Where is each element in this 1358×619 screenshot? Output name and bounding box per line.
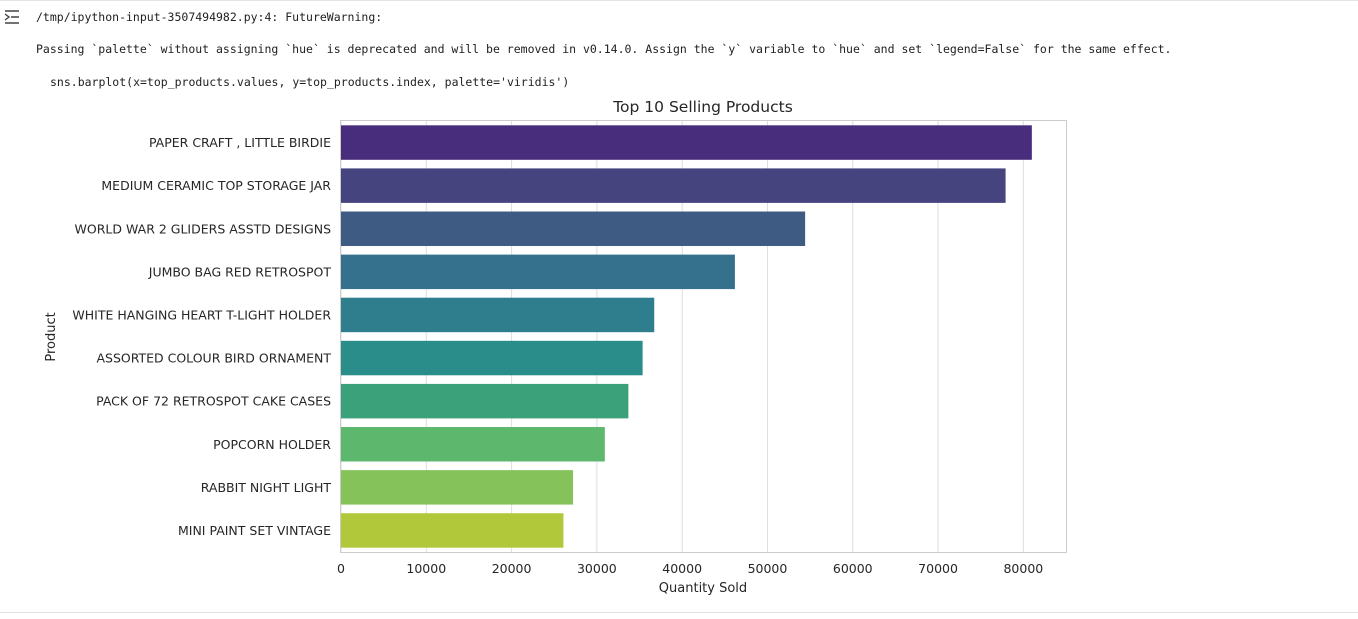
- plot-frame: [340, 120, 1067, 553]
- y-tick-label: WORLD WAR 2 GLIDERS ASSTD DESIGNS: [75, 221, 332, 236]
- bar: [341, 211, 806, 246]
- y-tick-label: POPCORN HOLDER: [213, 437, 331, 452]
- y-tick-label: ASSORTED COLOUR BIRD ORNAMENT: [96, 351, 331, 366]
- bar: [341, 254, 735, 290]
- y-tick-label: MINI PAINT SET VINTAGE: [178, 523, 331, 538]
- y-tick-label: PAPER CRAFT , LITTLE BIRDIE: [149, 135, 331, 150]
- y-tick-label: MEDIUM CERAMIC TOP STORAGE JAR: [101, 178, 331, 193]
- y-tick-label: WHITE HANGING HEART T-LIGHT HOLDER: [72, 307, 331, 322]
- warning-message: Passing `palette` without assigning `hue…: [36, 42, 1172, 56]
- x-tick-label: 40000: [662, 561, 702, 576]
- x-tick-label: 60000: [833, 561, 873, 576]
- bar-chart: Top 10 Selling Products Quantity Sold Pr…: [44, 98, 1067, 596]
- x-tick-labels: 0 10000 20000 30000 40000 50000 60000 70000 8000…: [337, 561, 1043, 576]
- x-tick-label: 70000: [918, 561, 958, 576]
- warning-path: /tmp/ipython-input-3507494982.py:4: Futu…: [36, 10, 383, 24]
- y-tick-labels: PAPER CRAFT , LITTLE BIRDIE MEDIUM CERAMI…: [72, 135, 331, 538]
- bar: [341, 125, 1032, 160]
- x-tick-label: 0: [337, 561, 345, 576]
- warning-code-line: sns.barplot(x=top_products.values, y=top…: [50, 75, 570, 89]
- x-tick-label: 80000: [1003, 561, 1043, 576]
- bar: [341, 383, 629, 419]
- x-tick-label: 50000: [748, 561, 788, 576]
- output-toggle-icon[interactable]: [3, 9, 21, 25]
- bar: [341, 340, 643, 376]
- bottom-divider: [0, 612, 1358, 613]
- bar: [341, 168, 1006, 203]
- x-tick-label: 30000: [577, 561, 617, 576]
- y-tick-label: RABBIT NIGHT LIGHT: [201, 480, 332, 495]
- y-axis-label: Product: [44, 312, 59, 361]
- x-tick-label: 20000: [492, 561, 532, 576]
- bar: [341, 297, 655, 333]
- x-axis-label: Quantity Sold: [659, 581, 747, 596]
- chart-title: Top 10 Selling Products: [612, 98, 793, 116]
- top-divider: [0, 0, 1358, 1]
- x-tick-label: 10000: [406, 561, 446, 576]
- y-tick-label: JUMBO BAG RED RETROSPOT: [148, 264, 332, 279]
- bar: [341, 513, 564, 548]
- bars: [341, 125, 1032, 548]
- y-tick-label: PACK OF 72 RETROSPOT CAKE CASES: [96, 394, 331, 409]
- bar: [341, 427, 605, 462]
- bar: [341, 470, 574, 505]
